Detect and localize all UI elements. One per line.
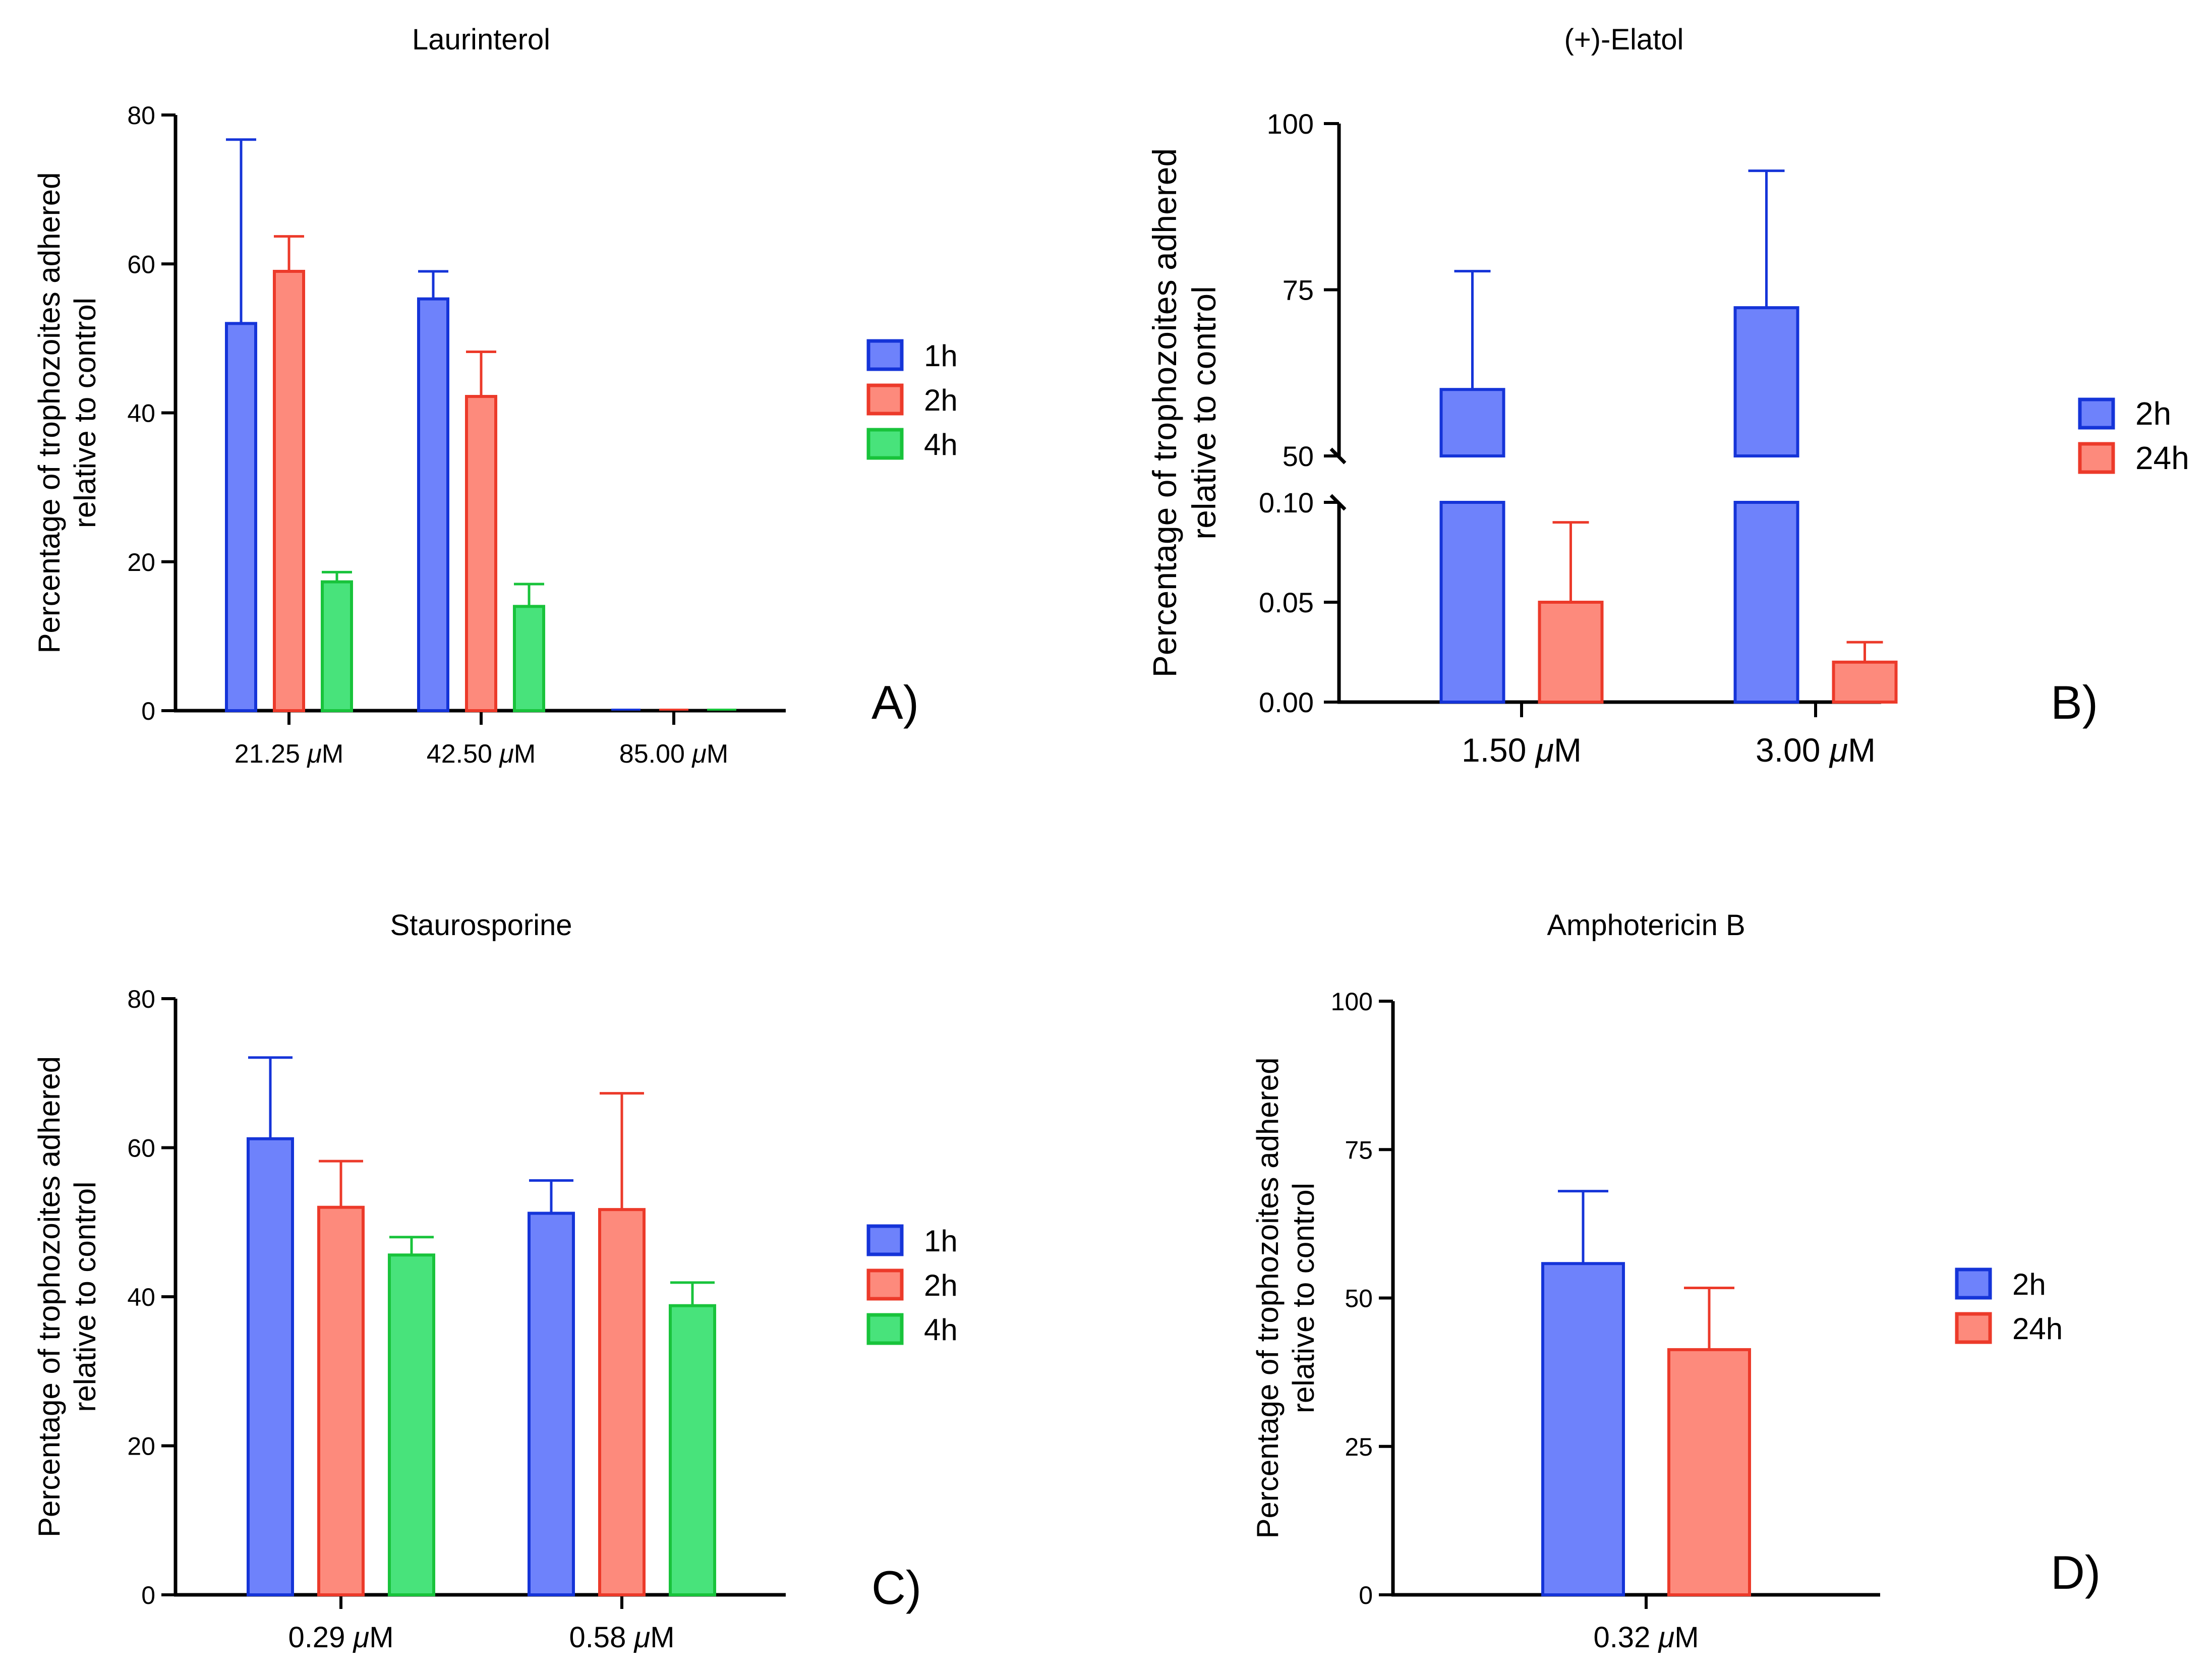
bar-2h: [598, 1208, 646, 1597]
bar-24h: [1538, 601, 1604, 704]
chart-panel-2: Staurosporine Percentage of trophozoites …: [32, 909, 958, 1654]
legend-swatch-4h: [866, 1313, 904, 1345]
y-tick-label: 20: [127, 1432, 155, 1461]
bar-2h-lower: [1439, 501, 1505, 704]
y-tick-label: 80: [127, 985, 155, 1013]
x-tick-label: 21.25 μM: [235, 739, 343, 769]
bar-4h: [513, 605, 545, 712]
y-tick-label: 0: [1359, 1581, 1373, 1609]
y-axis-label-line2: relative to control: [68, 1182, 102, 1412]
panel-letter: C): [871, 1561, 921, 1614]
y-tick-label: 40: [127, 399, 155, 428]
x-tick-label: 3.00 μM: [1756, 731, 1876, 769]
legend-swatch-1h: [866, 339, 904, 371]
y-tick-label: 0: [141, 697, 155, 725]
chart-title: Laurinterol: [412, 23, 550, 56]
y-tick-label: 60: [127, 250, 155, 278]
legend-swatch-4h: [866, 428, 904, 460]
chart-title: Amphotericin B: [1547, 909, 1745, 942]
legend-label-2h: 2h: [2012, 1267, 2046, 1301]
y-tick-label: 0: [141, 1581, 155, 1609]
bar-24h: [1667, 1348, 1751, 1596]
y-tick-label: 60: [127, 1134, 155, 1163]
legend-label-2h: 2h: [924, 383, 958, 417]
x-tick-label: 0.29 μM: [288, 1621, 393, 1654]
legend-swatch-24h: [1955, 1312, 1992, 1344]
y-tick-label: 25: [1345, 1433, 1373, 1461]
legend-label-4h: 4h: [924, 428, 958, 461]
bar-4h: [669, 1304, 716, 1596]
bar-2h: [1541, 1262, 1625, 1596]
y-tick-label: 75: [1345, 1136, 1373, 1164]
y-tick-label: 0.00: [1259, 686, 1314, 718]
y-tick-label: 50: [1283, 440, 1314, 472]
legend-label-2h: 2h: [2135, 395, 2171, 432]
panel-letter: A): [871, 676, 919, 729]
bar-2h-upper: [1733, 306, 1799, 457]
y-axis-label-line1: Percentage of trophozoites adhered: [32, 1056, 66, 1537]
y-axis-label-line1: Percentage of trophozoites adhered: [1251, 1058, 1285, 1539]
y-tick-label: 20: [127, 548, 155, 576]
bar-1h: [528, 1212, 575, 1596]
y-axis-label: Percentage of trophozoites adheredrelati…: [32, 172, 102, 654]
y-axis-label: Percentage of trophozoites adheredrelati…: [32, 1056, 102, 1537]
bar-4h: [388, 1253, 435, 1596]
y-axis-label-line2: relative to control: [1287, 1183, 1320, 1413]
panel-letter: B): [2051, 676, 2098, 729]
y-tick-label: 100: [1267, 108, 1314, 140]
x-tick-label: 42.50 μM: [427, 739, 536, 769]
bar-24h: [1832, 660, 1898, 704]
legend-swatch-2h: [866, 383, 904, 416]
legend-swatch-24h: [2078, 442, 2115, 474]
chart-panel-1: (+)-Elatol Percentage of trophozoites adh…: [1146, 23, 2189, 769]
bar-2h-upper: [1439, 388, 1505, 458]
y-tick-label: 80: [127, 101, 155, 130]
y-tick-label: 0.10: [1259, 487, 1314, 518]
legend-label-1h: 1h: [924, 339, 958, 373]
legend-swatch-1h: [866, 1224, 904, 1256]
legend-label-1h: 1h: [924, 1224, 958, 1258]
chart-title: (+)-Elatol: [1564, 23, 1684, 56]
x-tick-label: 1.50 μM: [1462, 731, 1582, 769]
x-tick-label: 85.00 μM: [619, 739, 728, 769]
y-axis-label: Percentage of trophozoites adheredrelati…: [1251, 1058, 1320, 1539]
chart-title: Staurosporine: [390, 909, 572, 942]
legend-label-4h: 4h: [924, 1313, 958, 1347]
y-axis-label-line2: relative to control: [68, 298, 102, 528]
y-tick-label: 100: [1331, 988, 1373, 1016]
bar-4h: [321, 580, 353, 713]
y-tick-label: 50: [1345, 1285, 1373, 1313]
chart-panel-3: Amphotericin B Percentage of trophozoites…: [1251, 909, 2101, 1654]
x-tick-label: 0.32 μM: [1593, 1621, 1699, 1654]
y-axis-label-line2: relative to control: [1185, 286, 1223, 540]
legend-label-24h: 24h: [2012, 1312, 2063, 1346]
x-tick-label: 0.58 μM: [569, 1621, 674, 1654]
bar-2h: [317, 1205, 365, 1596]
y-tick-label: 75: [1283, 274, 1314, 306]
legend-label-24h: 24h: [2135, 440, 2189, 476]
y-axis-label-line1: Percentage of trophozoites adhered: [32, 172, 66, 654]
legend-swatch-2h: [866, 1268, 904, 1301]
legend-swatch-2h: [2078, 397, 2115, 430]
panel-letter: D): [2051, 1546, 2101, 1599]
bar-1h: [247, 1137, 294, 1596]
legend-label-2h: 2h: [924, 1268, 958, 1302]
y-tick-label: 0.05: [1259, 587, 1314, 618]
bar-1h: [417, 297, 449, 712]
bar-2h: [465, 395, 497, 712]
y-axis-label-line1: Percentage of trophozoites adhered: [1146, 148, 1183, 677]
legend-swatch-2h: [1955, 1267, 1992, 1300]
chart-panel-0: Laurinterol Percentage of trophozoites ad…: [32, 23, 958, 769]
bar-2h-lower: [1733, 501, 1799, 704]
y-tick-label: 40: [127, 1283, 155, 1311]
y-axis-label: Percentage of trophozoites adheredrelati…: [1146, 148, 1223, 677]
bar-2h: [273, 270, 305, 712]
bar-1h: [225, 322, 257, 712]
